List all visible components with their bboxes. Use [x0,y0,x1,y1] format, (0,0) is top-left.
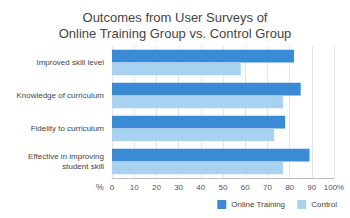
svg-text:Fidelity to curriculum: Fidelity to curriculum [31,124,105,133]
svg-text:40: 40 [196,183,205,192]
svg-text:student skill: student skill [62,162,104,171]
svg-text:80: 80 [285,183,294,192]
svg-text:60: 60 [241,183,250,192]
svg-text:%: % [96,182,104,192]
svg-text:Control: Control [311,200,337,209]
svg-text:70: 70 [263,183,272,192]
svg-text:90: 90 [307,183,316,192]
svg-text:100%: 100% [324,183,344,192]
svg-text:30: 30 [174,183,183,192]
svg-text:Improved skill level: Improved skill level [36,58,104,67]
svg-text:0: 0 [110,183,115,192]
svg-text:Online Training Group vs. Cont: Online Training Group vs. Control Group [59,26,292,41]
svg-text:50: 50 [219,183,228,192]
svg-text:10: 10 [130,183,139,192]
svg-text:Knowledge of curriculum: Knowledge of curriculum [16,91,104,100]
svg-text:Online Training: Online Training [231,200,285,209]
svg-text:Effective in improving: Effective in improving [28,152,104,161]
svg-text:Outcomes from User Surveys of: Outcomes from User Surveys of [83,10,268,25]
svg-text:20: 20 [152,183,161,192]
